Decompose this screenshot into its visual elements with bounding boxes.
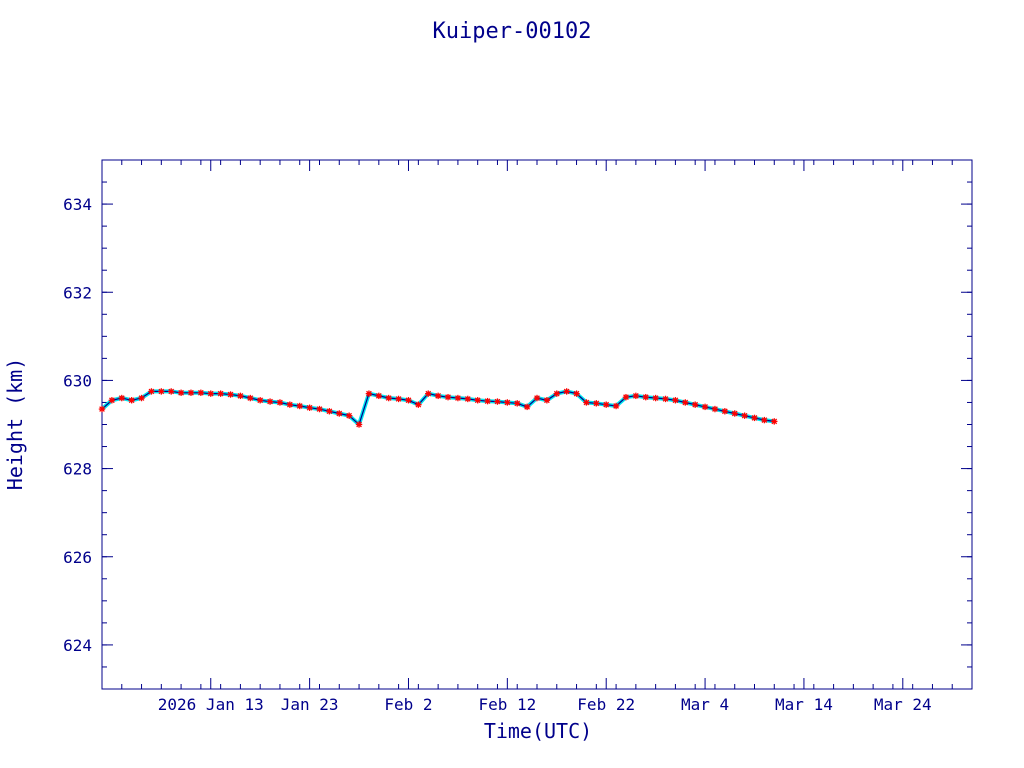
- data-point: [276, 399, 284, 406]
- data-point: [316, 405, 323, 413]
- y-tick-label: 626: [63, 548, 92, 567]
- data-point: [484, 397, 491, 405]
- data-point: [168, 388, 175, 395]
- x-tick-label: Jan 23: [281, 695, 339, 714]
- data-point: [148, 388, 155, 395]
- data-point: [138, 394, 145, 402]
- data-point: [622, 393, 630, 401]
- data-point: [632, 392, 640, 400]
- data-point: [247, 394, 254, 402]
- x-tick-label: Feb 2: [384, 695, 432, 714]
- x-tick-label: Mar 4: [681, 695, 729, 714]
- data-point: [415, 401, 422, 408]
- data-point: [514, 400, 521, 407]
- data-point: [256, 397, 264, 404]
- data-point: [593, 400, 600, 407]
- x-tick-label: Feb 22: [577, 695, 635, 714]
- data-point: [118, 394, 125, 402]
- y-tick-label: 632: [63, 283, 92, 302]
- data-point: [237, 392, 244, 400]
- data-point: [395, 395, 402, 403]
- data-point: [523, 403, 531, 411]
- data-point: [741, 412, 748, 419]
- data-point: [652, 394, 659, 402]
- data-point: [405, 397, 412, 404]
- data-point: [177, 389, 185, 396]
- data-point: [207, 390, 214, 397]
- data-point: [227, 391, 234, 398]
- axis-ticks: [101, 159, 973, 690]
- data-point: [454, 394, 462, 402]
- y-tick-label: 628: [63, 460, 92, 479]
- data-point: [533, 394, 541, 402]
- x-tick-label: Mar 14: [775, 695, 833, 714]
- data-point: [771, 418, 778, 425]
- data-point: [553, 390, 560, 397]
- data-point: [543, 397, 551, 404]
- data-point: [266, 398, 274, 405]
- y-tick-labels: 624 626 628 630 632 634: [63, 195, 92, 655]
- data-point: [731, 410, 738, 417]
- data-point: [98, 405, 106, 413]
- y-axis-label: Height (km): [3, 358, 27, 490]
- data-point: [108, 397, 116, 404]
- x-tick-label: Feb 12: [478, 695, 536, 714]
- data-point: [355, 421, 363, 428]
- data-point: [761, 416, 768, 424]
- height-markers: [98, 388, 778, 428]
- data-point: [642, 393, 649, 401]
- data-point: [672, 397, 679, 404]
- data-point: [158, 388, 165, 395]
- data-point: [444, 393, 452, 401]
- data-point: [306, 404, 313, 411]
- data-point: [474, 397, 481, 404]
- data-point: [365, 390, 373, 397]
- plot-frame: [101, 159, 973, 690]
- y-tick-label: 634: [63, 195, 92, 214]
- data-point: [336, 410, 343, 417]
- y-tick-label: 624: [63, 636, 92, 655]
- data-point: [682, 399, 689, 406]
- data-point: [434, 392, 442, 400]
- x-axis-label: Time(UTC): [484, 719, 592, 743]
- data-point: [751, 414, 758, 422]
- data-point: [603, 401, 610, 408]
- data-point: [385, 394, 392, 402]
- data-point: [425, 390, 432, 397]
- data-point: [691, 401, 699, 408]
- data-point: [494, 398, 501, 405]
- data-point: [197, 389, 205, 396]
- data-point: [721, 408, 729, 415]
- data-point: [464, 395, 471, 403]
- data-point: [701, 403, 709, 411]
- data-point: [345, 412, 353, 419]
- data-point: [286, 401, 294, 408]
- data-point: [583, 399, 590, 406]
- data-point: [711, 405, 719, 413]
- data-point: [296, 402, 303, 410]
- data-point: [563, 388, 570, 395]
- x-tick-labels: 2026 Jan 13 Jan 23 Feb 2 Feb 12 Feb 22 Mar 4 M…: [158, 695, 932, 714]
- data-point: [187, 389, 195, 396]
- data-point: [128, 397, 135, 404]
- x-tick-label: Mar 24: [874, 695, 932, 714]
- y-tick-label: 630: [63, 371, 92, 390]
- data-point: [217, 390, 224, 397]
- data-point: [375, 392, 383, 400]
- data-point: [573, 390, 580, 397]
- data-point: [504, 399, 511, 406]
- x-tick-label: 2026 Jan 13: [158, 695, 264, 714]
- data-point: [662, 395, 669, 403]
- data-point: [612, 402, 620, 410]
- data-point: [326, 408, 333, 415]
- chart-title: Kuiper-00102: [433, 19, 592, 44]
